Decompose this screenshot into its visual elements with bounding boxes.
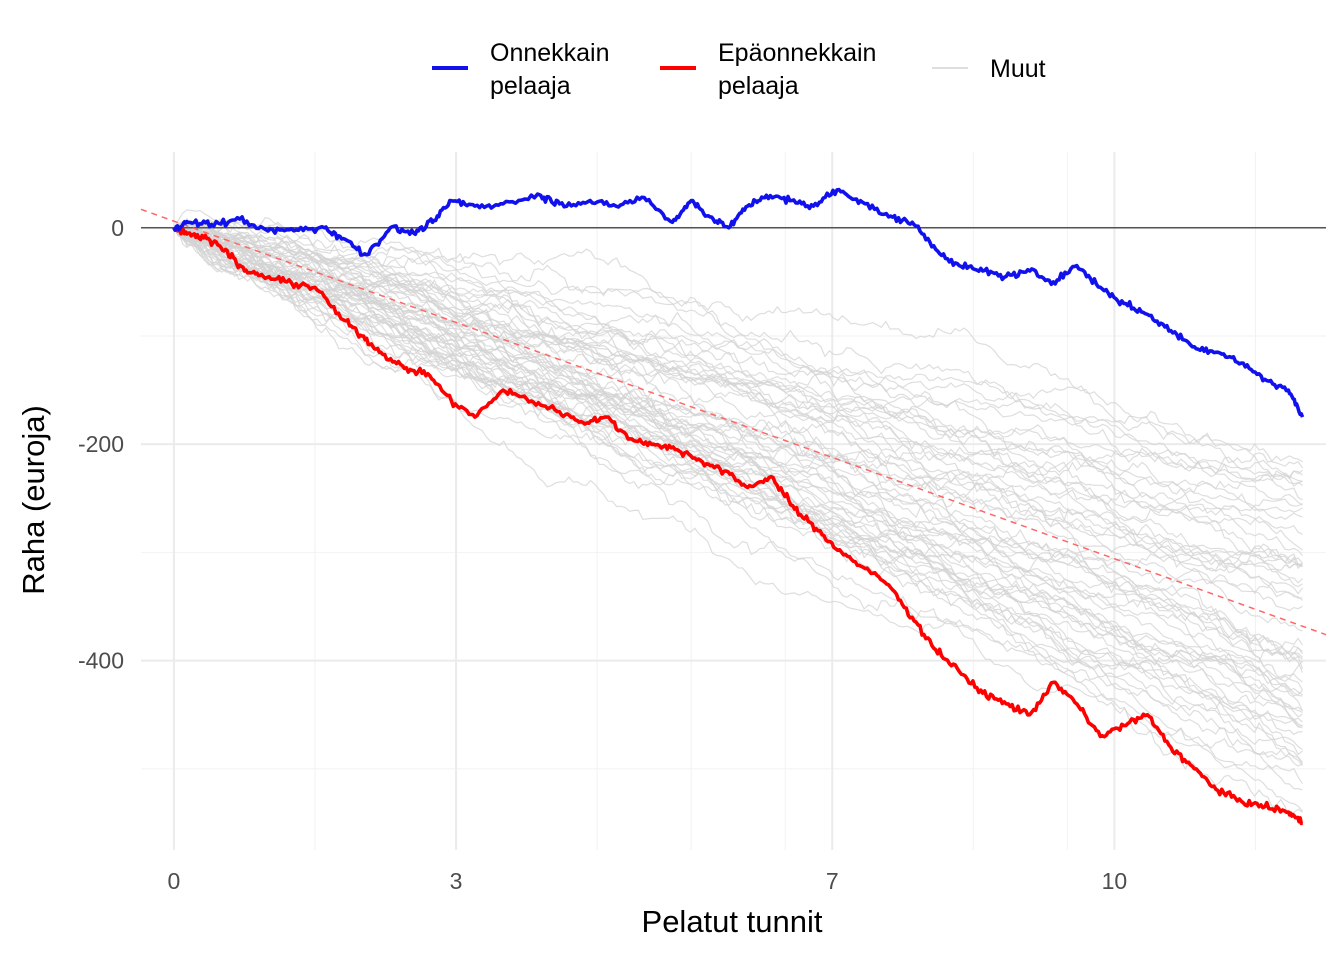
y-axis-tick-labels: 0 -200 -400 — [78, 215, 124, 674]
x-tick-label: 0 — [168, 868, 181, 894]
legend-label-lucky-line2: pelaaja — [490, 72, 571, 100]
other-player-line — [173, 227, 1303, 655]
x-tick-label: 3 — [450, 868, 463, 894]
other-player-line — [173, 227, 1304, 673]
other-player-line — [173, 227, 1303, 729]
y-tick-label: 0 — [111, 215, 124, 241]
other-player-line — [173, 222, 1303, 556]
other-players-lines — [173, 209, 1304, 819]
legend-label-unlucky-line1: Epäonnekkain — [718, 39, 876, 67]
other-player-line — [173, 226, 1303, 488]
other-player-line — [173, 227, 1304, 785]
unlucky-player-line — [172, 226, 1304, 826]
other-player-line — [173, 227, 1303, 727]
legend-label-unlucky-line2: pelaaja — [718, 72, 799, 100]
other-player-line — [173, 227, 1303, 724]
highlighted-series — [172, 187, 1305, 826]
other-player-line — [173, 209, 1303, 564]
other-player-line — [173, 224, 1303, 751]
other-player-line — [173, 227, 1303, 574]
lucky-player-line — [172, 187, 1305, 418]
expected-trend-line — [140, 208, 1327, 636]
other-player-line — [173, 227, 1303, 612]
other-player-line — [173, 227, 1303, 501]
y-tick-label: -200 — [78, 431, 124, 457]
other-player-line — [173, 227, 1303, 736]
x-tick-label: 10 — [1102, 868, 1128, 894]
legend-label-others: Muut — [990, 55, 1046, 83]
other-player-line — [173, 227, 1303, 718]
y-tick-label: -400 — [78, 648, 124, 674]
trend-line — [140, 208, 1327, 636]
other-player-line — [173, 222, 1303, 506]
other-player-line — [173, 227, 1303, 656]
other-player-line — [173, 227, 1304, 691]
x-axis-title: Pelatut tunnit — [642, 904, 823, 939]
other-player-line — [173, 227, 1303, 763]
legend: Onnekkain pelaaja Epäonnekkain pelaaja M… — [432, 39, 1046, 100]
other-player-line — [173, 218, 1303, 478]
x-axis-tick-labels: 0 3 7 10 — [168, 868, 1128, 894]
other-player-line — [173, 227, 1303, 599]
other-player-line — [173, 221, 1303, 595]
other-player-line — [173, 226, 1303, 572]
other-player-line — [173, 217, 1303, 522]
x-tick-label: 7 — [826, 868, 839, 894]
other-player-line — [173, 226, 1303, 521]
y-axis-title: Raha (euroja) — [16, 405, 51, 595]
other-player-line — [173, 224, 1303, 486]
other-player-line — [173, 227, 1303, 812]
other-player-line — [173, 227, 1303, 685]
other-player-line — [173, 227, 1303, 712]
legend-label-lucky-line1: Onnekkain — [490, 39, 610, 67]
other-player-line — [173, 227, 1303, 573]
